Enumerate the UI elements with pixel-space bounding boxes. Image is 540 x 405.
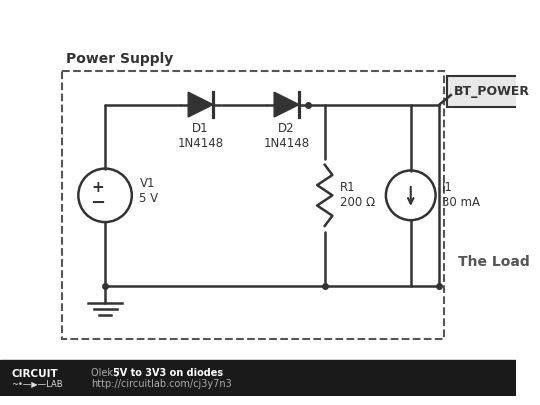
Text: D1
1N4148: D1 1N4148 — [178, 122, 224, 150]
Text: CIRCUIT: CIRCUIT — [11, 369, 58, 379]
Text: Power Supply: Power Supply — [66, 52, 173, 66]
Text: R1
200 Ω: R1 200 Ω — [340, 181, 375, 209]
Text: V1
5 V: V1 5 V — [139, 177, 159, 205]
Text: Olek /: Olek / — [91, 368, 122, 378]
Text: −: − — [90, 194, 105, 212]
Text: +: + — [91, 180, 104, 195]
Text: The Load: The Load — [458, 255, 530, 269]
FancyBboxPatch shape — [447, 76, 537, 107]
Polygon shape — [188, 92, 213, 117]
Text: D2
1N4148: D2 1N4148 — [264, 122, 309, 150]
Polygon shape — [274, 92, 299, 117]
Text: BT_POWER: BT_POWER — [454, 85, 530, 98]
Text: 5V to 3V3 on diodes: 5V to 3V3 on diodes — [113, 368, 223, 378]
Text: ~•—▶—LAB: ~•—▶—LAB — [11, 379, 63, 388]
Text: I1
30 mA: I1 30 mA — [442, 181, 480, 209]
Text: http://circuitlab.com/cj3y7n3: http://circuitlab.com/cj3y7n3 — [91, 379, 232, 388]
Bar — [0, 360, 516, 396]
